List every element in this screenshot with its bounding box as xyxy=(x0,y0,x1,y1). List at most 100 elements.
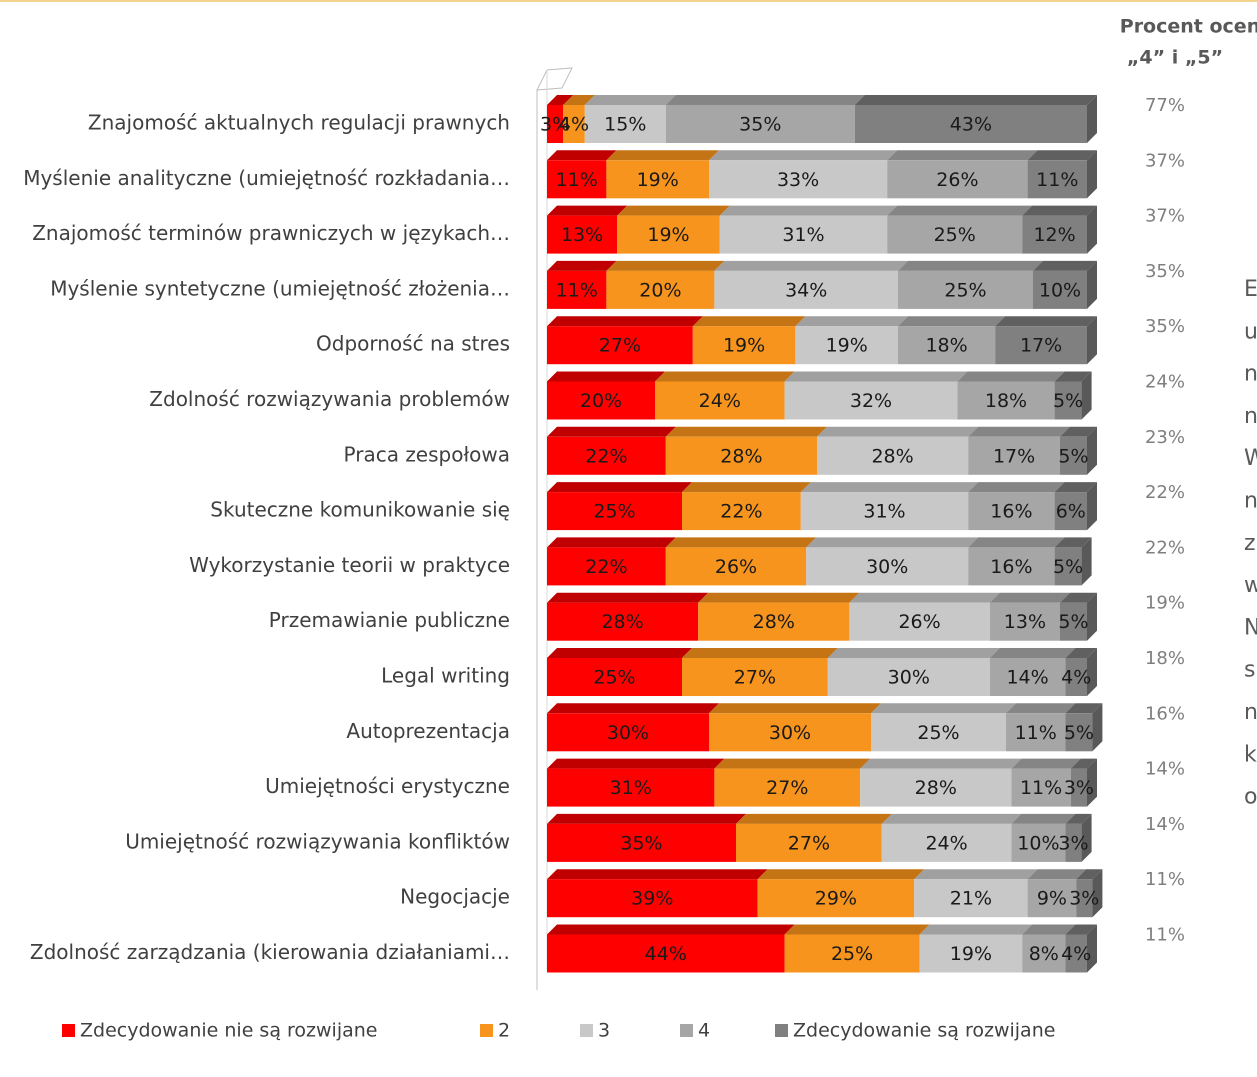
bar-segment xyxy=(968,547,1055,586)
bar-segment xyxy=(1027,879,1077,918)
bar-top xyxy=(547,813,746,824)
top-box-label: 35% xyxy=(1145,261,1185,282)
top-box-label: 11% xyxy=(1145,869,1185,890)
value-label: 5% xyxy=(1064,722,1094,744)
side-text: n xyxy=(1244,404,1257,429)
bar-segment xyxy=(968,436,1060,475)
value-label: 15% xyxy=(604,114,646,136)
bar-top xyxy=(1054,482,1097,493)
top-box-label: 19% xyxy=(1145,593,1185,614)
bar-top xyxy=(827,648,1000,658)
bar-segment xyxy=(957,381,1055,420)
value-label: 11% xyxy=(556,169,598,191)
top-box-label: 14% xyxy=(1145,814,1185,835)
bar-top xyxy=(547,371,665,382)
bar-segment xyxy=(1065,934,1087,973)
category-label: Umiejętność rozwiązywania konfliktów xyxy=(125,829,510,853)
top-border xyxy=(0,0,1257,2)
bar-top xyxy=(547,260,617,271)
bar-top xyxy=(784,924,930,935)
bar-top xyxy=(682,482,811,493)
bar-segment xyxy=(665,105,855,143)
value-label: 11% xyxy=(1036,169,1078,191)
bar-top xyxy=(881,813,1022,824)
bar-top xyxy=(1033,260,1097,271)
bar-top xyxy=(919,924,1033,935)
bar-segment xyxy=(1065,823,1082,862)
side-text: n xyxy=(1244,362,1257,387)
value-label: 31% xyxy=(610,777,652,799)
bar-segment xyxy=(682,658,828,696)
bar-segment xyxy=(881,823,1012,862)
bar-segment xyxy=(698,602,850,641)
category-label: Autoprezentacja xyxy=(346,719,510,743)
category-label: Znajomość terminów prawniczych w językac… xyxy=(32,221,510,245)
value-label: 19% xyxy=(647,224,689,246)
bar-segment xyxy=(887,160,1028,199)
bar-top xyxy=(692,316,806,327)
value-label: 17% xyxy=(993,445,1035,467)
bar-segment xyxy=(547,381,655,420)
bar-segment xyxy=(547,934,785,973)
bar-segment xyxy=(547,602,699,641)
value-label: 43% xyxy=(950,114,992,136)
bar-top xyxy=(898,260,1043,271)
value-label: 28% xyxy=(601,611,643,633)
bar-side xyxy=(1087,758,1097,807)
bar-top xyxy=(1065,703,1103,714)
value-label: 32% xyxy=(850,390,892,412)
value-label: 6% xyxy=(1056,501,1086,523)
bar-top xyxy=(617,205,730,216)
bar-top xyxy=(547,648,692,658)
value-label: 27% xyxy=(788,832,830,854)
bar-top xyxy=(995,316,1097,327)
bar-segment xyxy=(709,160,888,199)
side-text: w xyxy=(1244,573,1257,598)
bar-top xyxy=(1060,592,1097,603)
bar-segment xyxy=(1022,215,1087,254)
bar-top xyxy=(1065,813,1092,824)
bar-top xyxy=(1027,869,1087,880)
bar-segment xyxy=(1054,492,1087,531)
bar-top xyxy=(547,150,617,161)
category-label: Zdolność zarządzania (kierowania działan… xyxy=(30,940,510,964)
value-label: 30% xyxy=(607,722,649,744)
legend-swatch xyxy=(480,1024,493,1037)
value-label: 22% xyxy=(720,501,762,523)
bar-top xyxy=(1011,758,1081,769)
bar-segment xyxy=(692,326,796,365)
bar-segment xyxy=(547,270,607,309)
value-label: 30% xyxy=(866,556,908,578)
legend-swatch xyxy=(580,1024,593,1037)
value-label: 28% xyxy=(915,777,957,799)
bar-segment xyxy=(914,879,1028,918)
bar-segment xyxy=(1076,879,1093,918)
value-label: 26% xyxy=(898,611,940,633)
header-line: Procent ocen xyxy=(1120,16,1257,38)
axis-top xyxy=(536,67,573,91)
top-box-label: 35% xyxy=(1145,316,1185,337)
value-label: 44% xyxy=(645,943,687,965)
value-label: 25% xyxy=(934,224,976,246)
bar-segment xyxy=(1060,602,1087,641)
bar-top xyxy=(860,758,1022,769)
legend-label: Zdecydowanie są rozwijane xyxy=(793,1020,1055,1042)
top-box-label: 22% xyxy=(1145,537,1185,558)
bar-top xyxy=(606,260,725,271)
bar-segment xyxy=(547,492,682,531)
value-label: 17% xyxy=(1020,335,1062,357)
side-text: o xyxy=(1244,785,1257,810)
value-label: 28% xyxy=(871,445,913,467)
bar-top xyxy=(1022,205,1097,216)
side-text: n xyxy=(1244,700,1257,725)
bar-top xyxy=(547,869,768,880)
side-text: s xyxy=(1244,658,1255,683)
top-box-label: 37% xyxy=(1145,206,1185,227)
value-label: 16% xyxy=(990,556,1032,578)
category-label: Zdolność rozwiązywania problemów xyxy=(149,387,510,411)
bar-top xyxy=(698,592,860,603)
bar-side xyxy=(1087,150,1097,199)
value-label: 28% xyxy=(720,445,762,467)
bar-top xyxy=(547,482,692,493)
